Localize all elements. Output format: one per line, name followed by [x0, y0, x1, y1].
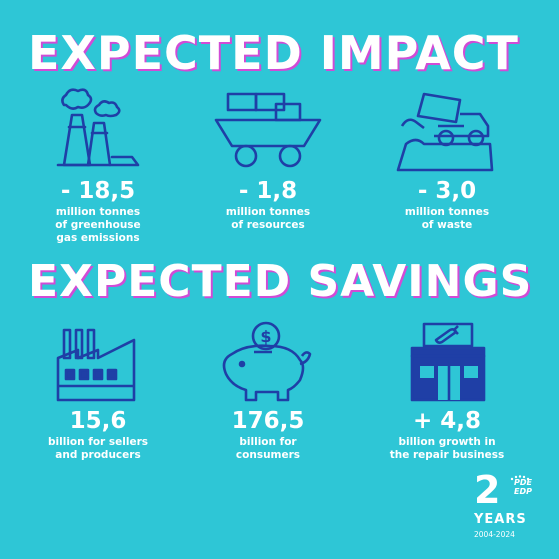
- impact-stat-1: - 18,5 million tonnes of greenhouse gas em…: [13, 178, 183, 245]
- mine-cart-icon: [214, 92, 322, 168]
- stat-label: million tonnes of resources: [225, 206, 311, 231]
- badge-years: YEARS: [474, 512, 527, 527]
- repair-shop-icon: [410, 322, 486, 402]
- stat-value: - 18,5: [60, 178, 136, 204]
- impact-stat-2: - 1,8 million tonnes of resources: [183, 178, 353, 232]
- dump-truck-icon: [396, 92, 494, 172]
- stat-label: million tonnes of waste: [404, 206, 490, 231]
- svg-text:$: $: [260, 327, 271, 346]
- piggy-bank-icon: $: [222, 321, 312, 402]
- savings-heading: EXPECTED SAVINGS: [28, 256, 533, 307]
- badge-logo-top: PDE: [514, 478, 532, 487]
- savings-stat-3: + 4,8 billion growth in the repair busine…: [362, 408, 532, 462]
- badge-logo-bottom: EDP: [514, 487, 532, 496]
- savings-stat-1: 15,6 billion for sellers and producers: [13, 408, 183, 462]
- impact-stat-3: - 3,0 million tonnes of waste: [362, 178, 532, 232]
- stat-label: million tonnes of greenhouse gas emissions: [55, 206, 141, 244]
- stat-value: + 4,8: [412, 408, 482, 434]
- stat-value: - 1,8: [238, 178, 298, 204]
- badge-number: 2: [474, 468, 501, 512]
- stat-label: billion for sellers and producers: [48, 436, 148, 461]
- factory-smoke-icon: [56, 88, 140, 167]
- stat-value: 176,5: [231, 408, 305, 434]
- savings-stat-2: 176,5 billion for consumers: [183, 408, 353, 462]
- impact-heading: EXPECTED IMPACT: [28, 26, 519, 80]
- anniversary-badge: 2 PDE EDP YEARS 2004-2024: [470, 470, 552, 550]
- factory-icon: [56, 328, 136, 402]
- stat-value: - 3,0: [417, 178, 477, 204]
- stat-label: billion for consumers: [235, 436, 301, 461]
- stat-value: 15,6: [69, 408, 127, 434]
- stat-label: billion growth in the repair business: [389, 436, 505, 461]
- badge-range: 2004-2024: [474, 530, 515, 539]
- eu-stars-icon: [510, 475, 530, 481]
